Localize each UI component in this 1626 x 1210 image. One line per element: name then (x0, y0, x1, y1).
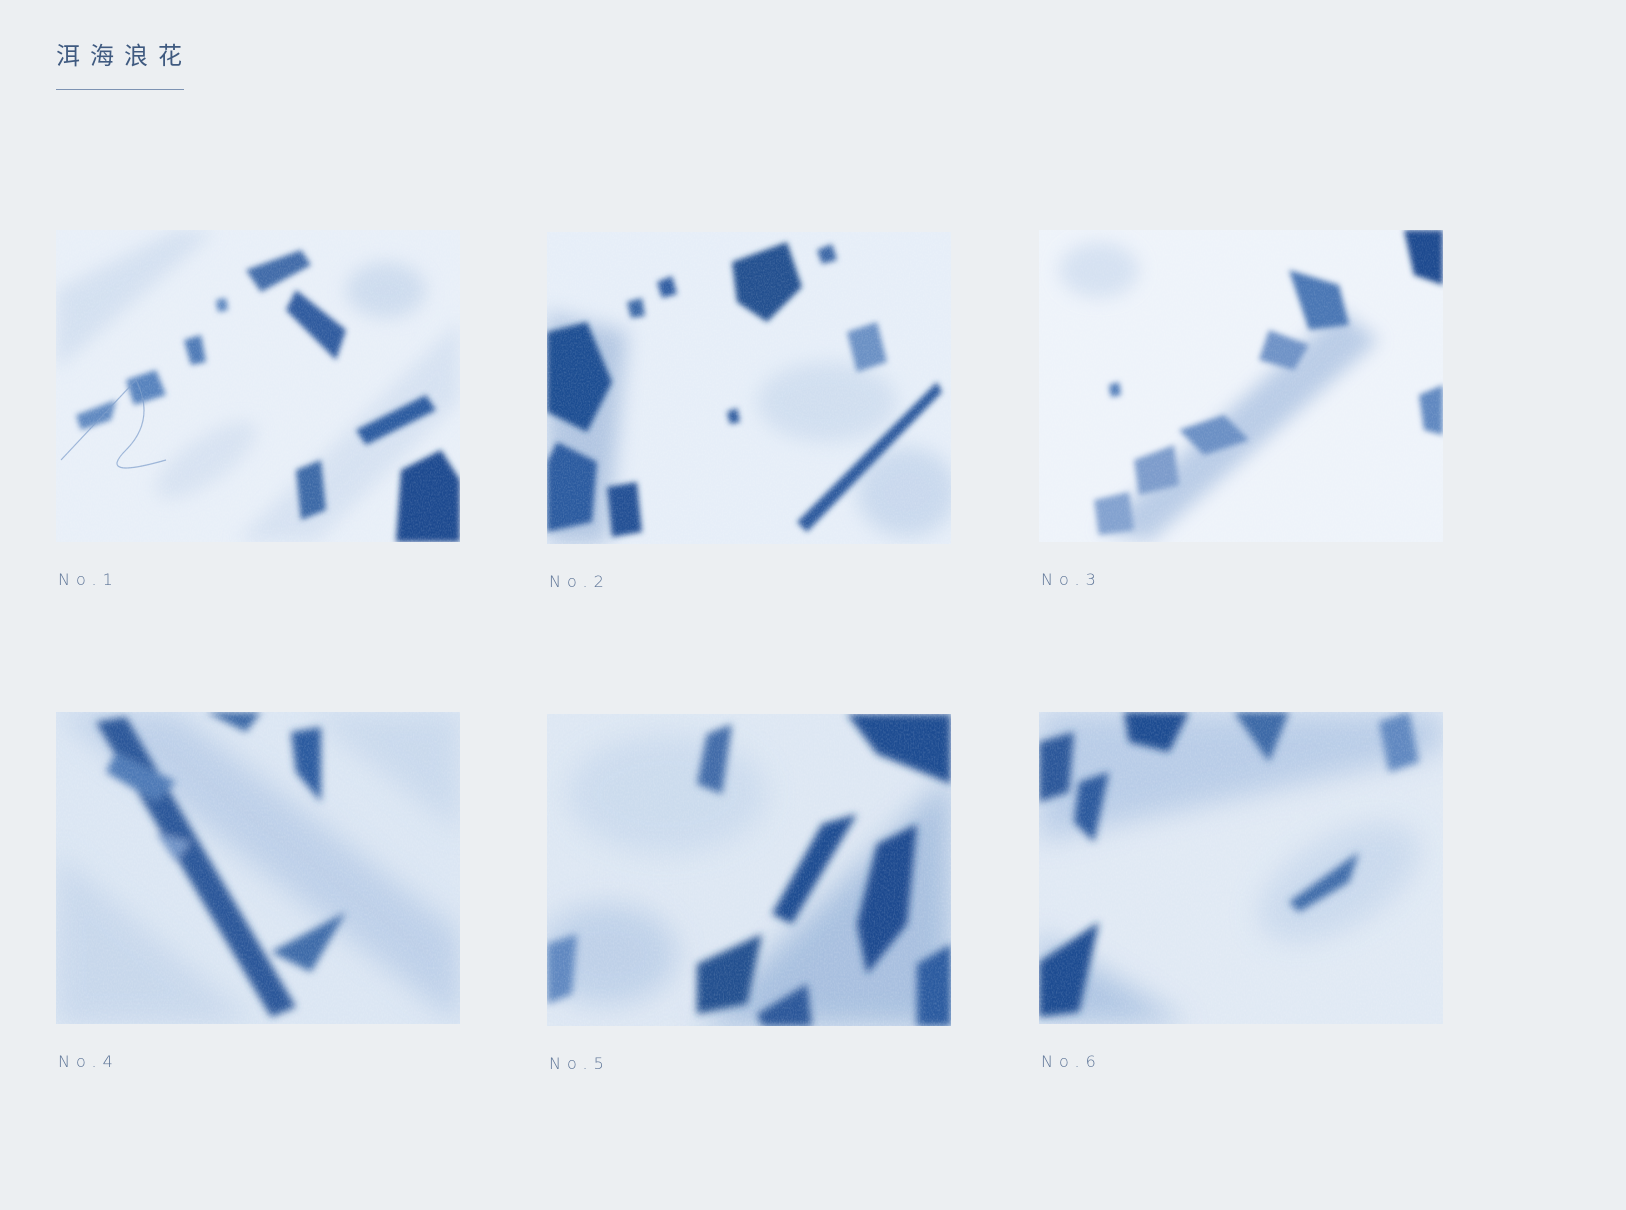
swatch-label-4: No.4 (58, 1052, 119, 1071)
swatch-label-6: No.6 (1041, 1052, 1102, 1071)
tie-dye-swatch-1 (56, 230, 460, 542)
tie-dye-swatch-3 (1039, 230, 1443, 542)
tie-dye-swatch-4 (56, 712, 460, 1024)
page-title: 洱海浪花 (56, 42, 192, 70)
swatch-card-6[interactable]: No.6 (1039, 712, 1443, 1071)
swatch-image-1[interactable] (56, 230, 460, 542)
tie-dye-swatch-2 (547, 232, 951, 544)
tie-dye-swatch-6 (1039, 712, 1443, 1024)
swatch-image-3[interactable] (1039, 230, 1443, 542)
swatch-card-3[interactable]: No.3 (1039, 230, 1443, 589)
swatch-card-5[interactable]: No.5 (547, 714, 951, 1073)
swatch-label-3: No.3 (1041, 570, 1102, 589)
swatch-label-2: No.2 (549, 572, 610, 591)
swatch-label-1: No.1 (58, 570, 119, 589)
swatch-card-2[interactable]: No.2 (547, 232, 951, 591)
title-underline (56, 89, 184, 90)
swatch-label-5: No.5 (549, 1054, 610, 1073)
swatch-image-4[interactable] (56, 712, 460, 1024)
swatch-image-6[interactable] (1039, 712, 1443, 1024)
swatch-image-5[interactable] (547, 714, 951, 1026)
swatch-card-4[interactable]: No.4 (56, 712, 460, 1071)
swatch-card-1[interactable]: No.1 (56, 230, 460, 589)
swatch-image-2[interactable] (547, 232, 951, 544)
tie-dye-swatch-5 (547, 714, 951, 1026)
